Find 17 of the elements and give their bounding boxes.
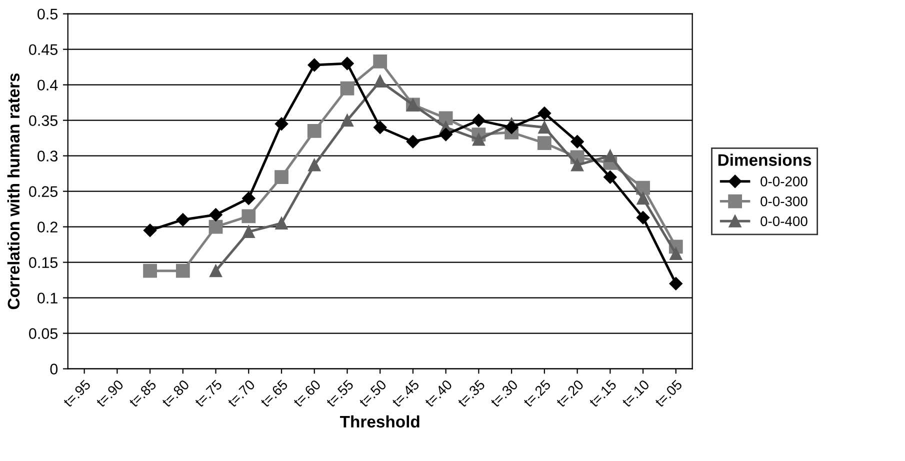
y-tick-label: 0.4 [38,80,58,91]
legend-label: 0-0-200 [760,176,808,186]
y-tick-label: 0.35 [29,115,58,126]
y-axis-title: Correlation with human raters [7,73,20,310]
legend-title: Dimensions [718,154,812,166]
y-tick-label: 0.05 [29,328,58,339]
y-tick-label: 0.3 [38,150,58,162]
y-tick-label: 0 [50,364,58,374]
x-axis-title: Threshold [340,415,420,428]
legend-label: 0-0-300 [760,196,808,206]
y-tick-label: 0.1 [38,292,58,304]
y-tick-label: 0.5 [38,8,58,20]
y-tick-label: 0.2 [38,222,58,232]
y-tick-label: 0.25 [29,186,58,197]
y-tick-label: 0.15 [29,257,58,268]
legend-label: 0-0-400 [760,216,808,226]
y-tick-label: 0.45 [29,44,58,56]
